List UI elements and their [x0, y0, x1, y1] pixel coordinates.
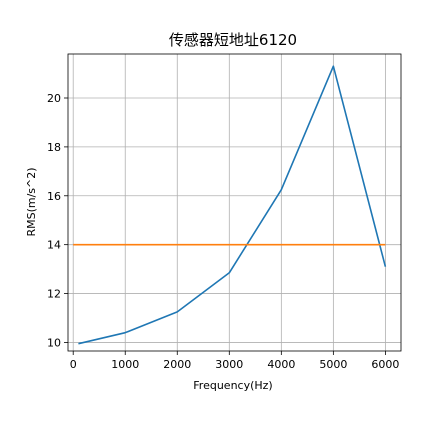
- y-axis-label: RMS(m/s^2): [25, 167, 38, 236]
- x-axis: 0 1000 2000 3000 4000 5000 6000: [70, 351, 399, 371]
- y-tick-label: 16: [47, 190, 61, 203]
- y-tick-label: 14: [47, 239, 61, 252]
- chart-title: 传感器短地址6120: [169, 31, 297, 49]
- plot-frame: [67, 53, 402, 352]
- x-tick-label: 5000: [319, 358, 347, 371]
- series-line-1: [78, 65, 387, 345]
- grid: [68, 54, 401, 351]
- y-tick-label: 20: [47, 92, 61, 105]
- x-tick-label: 4000: [267, 358, 295, 371]
- x-tick-label: 6000: [371, 358, 399, 371]
- y-tick-label: 18: [47, 141, 61, 154]
- y-axis: 10 12 14 16 18 20: [47, 92, 68, 349]
- x-axis-label: Frequency(Hz): [193, 379, 272, 392]
- y-tick-label: 10: [47, 336, 61, 349]
- y-tick-label: 12: [47, 288, 61, 301]
- x-tick-label: 2000: [163, 358, 191, 371]
- x-tick-label: 1000: [111, 358, 139, 371]
- x-tick-label: 3000: [215, 358, 243, 371]
- x-tick-label: 0: [70, 358, 77, 371]
- series-group: [73, 65, 387, 345]
